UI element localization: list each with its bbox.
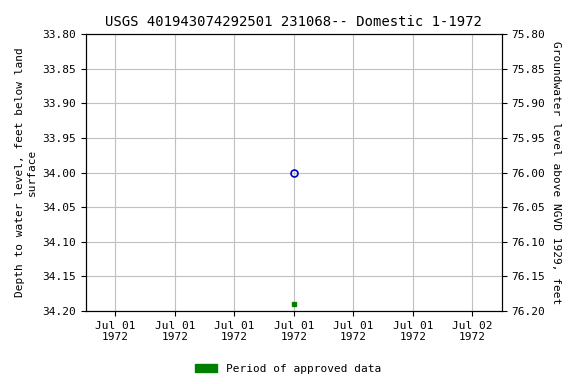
- Title: USGS 401943074292501 231068-- Domestic 1-1972: USGS 401943074292501 231068-- Domestic 1…: [105, 15, 482, 29]
- Y-axis label: Groundwater level above NGVD 1929, feet: Groundwater level above NGVD 1929, feet: [551, 41, 561, 304]
- Legend: Period of approved data: Period of approved data: [191, 359, 385, 379]
- Y-axis label: Depth to water level, feet below land
surface: Depth to water level, feet below land su…: [15, 48, 37, 298]
